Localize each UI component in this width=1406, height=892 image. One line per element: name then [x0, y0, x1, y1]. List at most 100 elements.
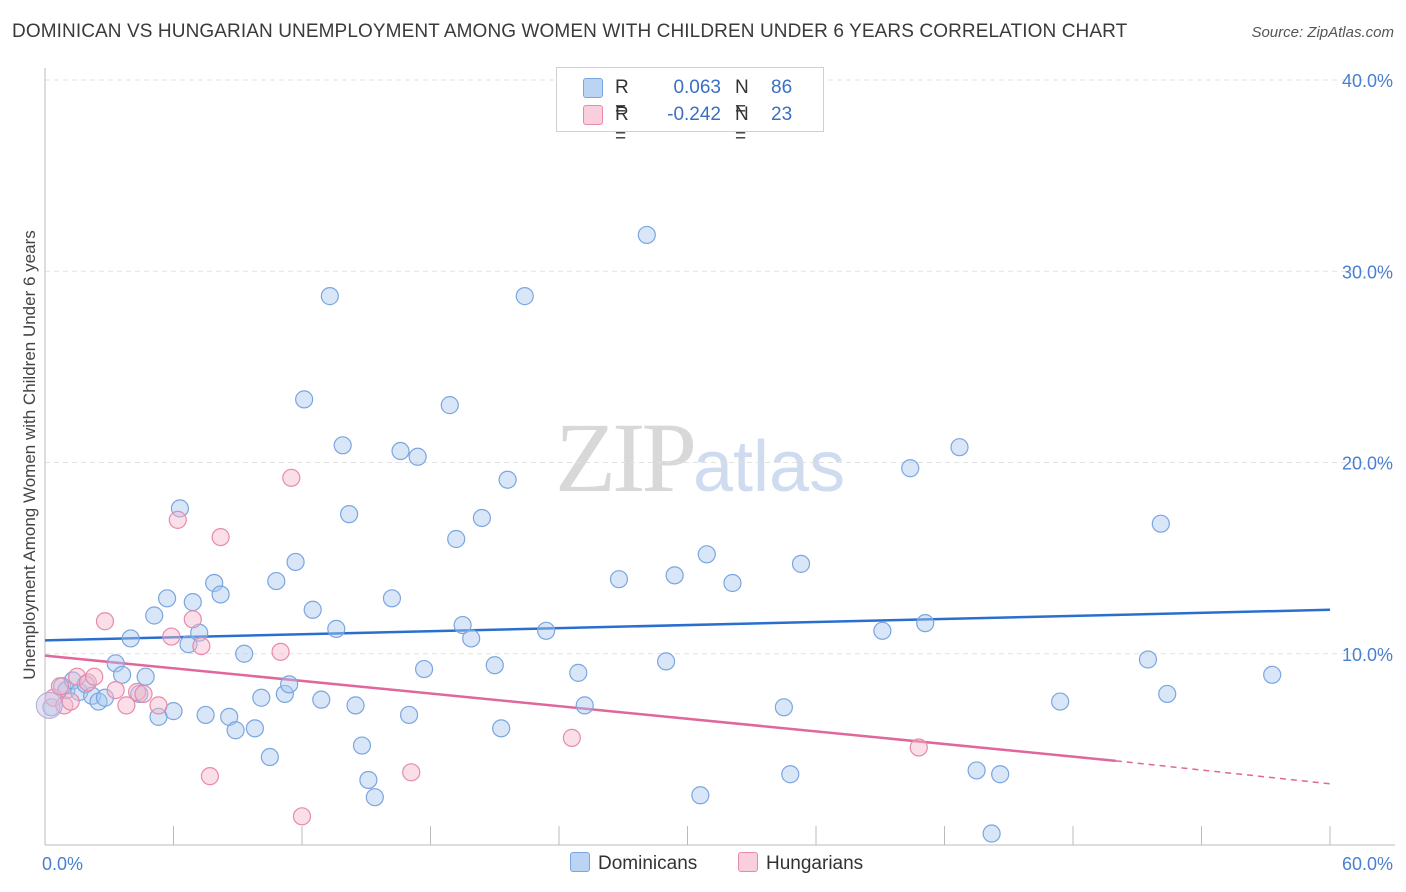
dominicans-point	[391, 441, 410, 461]
dominicans-point	[245, 719, 264, 738]
y-tick-label: 30.0%	[1342, 262, 1393, 282]
dominicans-point	[781, 765, 800, 784]
dominicans-legend-label: Dominicans	[598, 853, 698, 874]
hungarians-point	[127, 682, 147, 702]
dominicans-point	[492, 719, 511, 738]
n-value: 23	[771, 104, 793, 125]
dominicans-point	[252, 688, 271, 707]
r-value: -0.242	[667, 104, 721, 125]
dominicans-point	[121, 629, 140, 648]
dominicans-point	[637, 225, 656, 245]
dominicans-point	[320, 287, 339, 306]
dominicans-point	[537, 621, 556, 640]
hungarians-point	[562, 728, 581, 748]
dominicans-point	[1051, 692, 1070, 711]
watermark-zip: ZIP	[555, 402, 697, 513]
legend-dominicans: Dominicans	[570, 852, 697, 875]
dominicans-point	[136, 667, 155, 686]
dominicans-point	[447, 529, 466, 549]
hungarians-point	[402, 763, 421, 782]
n-label: N =	[735, 104, 749, 147]
hungarians-point	[211, 527, 230, 547]
dominicans-point	[691, 786, 710, 805]
dominicans-swatch	[583, 78, 603, 98]
dominicans-point	[515, 287, 534, 306]
tick-labels: 10.0% 20.0% 30.0% 40.0% 0.0% 60.0%	[42, 71, 1393, 874]
dominicans-point	[205, 573, 224, 593]
dominicans-point	[901, 459, 920, 478]
dominicans-point	[295, 390, 314, 409]
dominicans-point	[106, 654, 125, 673]
r-label: R =	[615, 104, 629, 147]
dominicans-point	[112, 665, 132, 684]
hungarians-swatch	[583, 105, 603, 125]
dominicans-point	[453, 615, 472, 635]
dominicans-point	[472, 508, 491, 528]
dominicans-point	[399, 705, 419, 725]
dominicans-point	[1158, 684, 1177, 704]
hungarians-point	[162, 627, 181, 646]
hungarians-point	[61, 692, 80, 711]
dominicans-point	[1263, 665, 1282, 684]
data-points	[35, 225, 1282, 843]
dominicans-point	[967, 761, 986, 780]
dominicans-point	[665, 566, 684, 585]
dominicans-point	[982, 824, 1001, 843]
x-tick-label: 0.0%	[42, 854, 83, 874]
hungarians-trendline-extension	[1115, 760, 1331, 785]
dominicans-point	[440, 396, 459, 415]
chart-title: DOMINICAN VS HUNGARIAN UNEMPLOYMENT AMON…	[12, 21, 1128, 42]
hungarians-point	[183, 610, 202, 629]
dominicans-point	[916, 614, 935, 633]
watermark: ZIPatlas	[555, 400, 845, 515]
dominicans-point	[950, 438, 969, 457]
hungarians-point	[85, 667, 104, 686]
dominicans-point	[312, 690, 331, 709]
dominicans-point	[145, 606, 164, 625]
dominicans-point	[183, 593, 202, 612]
hungarians-point	[95, 612, 115, 631]
dominicans-point	[1138, 650, 1158, 669]
hungarians-point	[50, 677, 70, 696]
dominicans-point	[235, 644, 254, 663]
dominicans-point	[359, 770, 378, 790]
r-value: 0.063	[673, 77, 721, 98]
hungarians-point	[106, 680, 125, 700]
hungarians-legend-label: Hungarians	[766, 853, 864, 874]
dominicans-point	[226, 721, 245, 740]
dominicans-point	[267, 571, 286, 591]
r-label: R =	[615, 77, 629, 120]
x-tick-label: 60.0%	[1342, 854, 1393, 874]
dominicans-point	[170, 499, 190, 518]
dominicans-point	[365, 788, 384, 807]
dominicans-point	[382, 589, 402, 608]
dominicans-point	[723, 573, 742, 593]
y-axis-label: Unemployment Among Women with Children U…	[20, 230, 39, 679]
dominicans-legend-swatch	[570, 852, 590, 872]
hungarians-point	[149, 696, 168, 715]
dominicans-point	[569, 663, 588, 682]
dominicans-point	[791, 554, 811, 573]
n-value: 86	[771, 77, 793, 98]
dominicans-point	[286, 552, 305, 572]
hungarians-point	[282, 468, 301, 487]
y-tick-label: 40.0%	[1342, 71, 1393, 91]
hungarians-point	[134, 684, 153, 704]
hungarians-trendline	[44, 654, 1116, 763]
dominicans-point	[275, 684, 294, 704]
dominicans-point	[609, 570, 629, 589]
hungarians-point	[292, 807, 312, 826]
dominicans-point	[346, 696, 365, 715]
dominicans-point	[498, 470, 517, 489]
hungarians-point	[200, 767, 220, 786]
trendlines	[44, 608, 1331, 785]
n-label: N =	[735, 77, 749, 120]
dominicans-point	[408, 447, 427, 466]
dominicans-point	[485, 656, 504, 675]
dominicans-point	[575, 696, 594, 715]
dominicans-point	[873, 621, 892, 640]
dominicans-point	[303, 600, 322, 619]
dominicans-point	[656, 652, 676, 671]
hungarians-point	[909, 738, 928, 757]
